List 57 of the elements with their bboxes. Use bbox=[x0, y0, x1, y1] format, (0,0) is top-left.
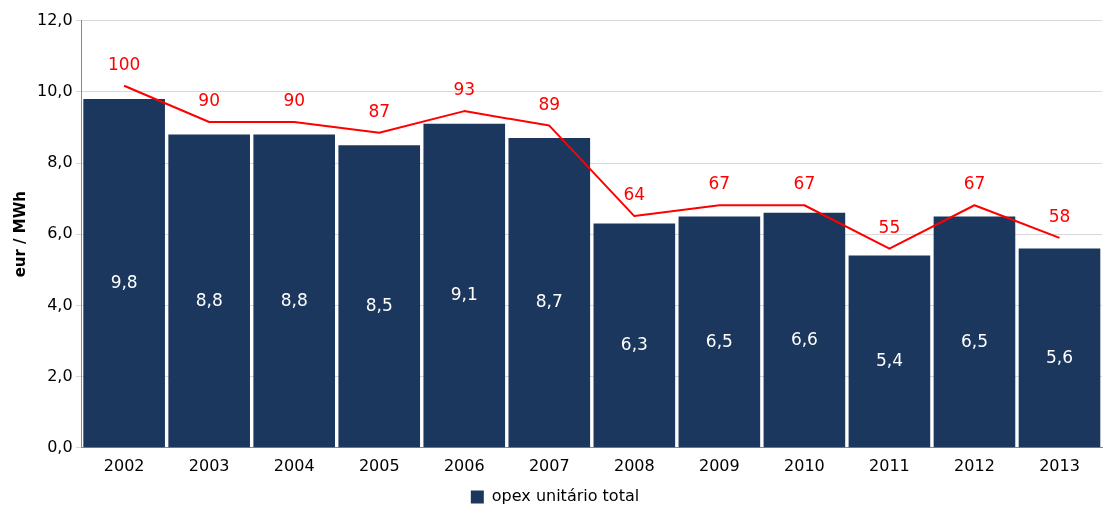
bar bbox=[593, 223, 676, 448]
bar bbox=[338, 145, 421, 448]
y-axis-title: eur / MWh bbox=[10, 191, 29, 278]
x-tick-label: 2013 bbox=[1039, 455, 1080, 475]
data-label: 55 bbox=[878, 216, 901, 237]
x-tick-label: 2002 bbox=[103, 455, 145, 475]
data-label: 8,8 bbox=[195, 289, 223, 310]
y-tick-label: 12,0 bbox=[37, 9, 73, 29]
data-label: 8,5 bbox=[365, 294, 393, 315]
y-tick-label: 6,0 bbox=[47, 223, 73, 243]
bar bbox=[848, 255, 931, 448]
bar bbox=[253, 134, 336, 448]
data-label: 100 bbox=[107, 53, 141, 74]
x-tick-label: 2004 bbox=[273, 455, 315, 475]
data-label: 9,8 bbox=[110, 271, 138, 292]
x-tick-label: 2005 bbox=[358, 455, 400, 475]
data-label: 6,6 bbox=[790, 328, 818, 349]
bar bbox=[678, 216, 761, 448]
x-tick-label: 2009 bbox=[699, 455, 740, 475]
y-tick-label: 4,0 bbox=[47, 294, 73, 314]
data-label: 6,5 bbox=[960, 330, 988, 351]
x-tick-label: 2008 bbox=[613, 455, 655, 475]
y-tick-label: 10,0 bbox=[37, 80, 73, 100]
data-label: 93 bbox=[453, 79, 476, 100]
data-label: 87 bbox=[368, 100, 391, 121]
data-label: 5,4 bbox=[875, 350, 903, 371]
bar bbox=[1018, 248, 1101, 448]
data-label: 90 bbox=[283, 89, 306, 110]
bar bbox=[763, 212, 846, 448]
x-tick-label: 2011 bbox=[869, 455, 910, 475]
data-label: 6,3 bbox=[620, 334, 648, 355]
legend-label: opex unitário total bbox=[491, 486, 640, 506]
bar bbox=[168, 134, 250, 448]
data-label: 9,1 bbox=[450, 284, 478, 305]
bar bbox=[933, 216, 1016, 448]
data-label: 5,6 bbox=[1045, 346, 1074, 367]
y-tick-label: 0,0 bbox=[47, 436, 73, 456]
x-tick-label: 2006 bbox=[443, 455, 485, 475]
data-label: 64 bbox=[623, 184, 646, 205]
data-label: 67 bbox=[793, 173, 816, 194]
bar bbox=[508, 138, 591, 448]
x-tick-label: 2003 bbox=[188, 455, 230, 475]
data-label: 89 bbox=[538, 93, 561, 114]
bar bbox=[83, 98, 165, 448]
data-label: 90 bbox=[198, 89, 220, 110]
data-label: 58 bbox=[1048, 205, 1071, 226]
x-tick-label: 2012 bbox=[954, 455, 995, 475]
x-tick-label: 2010 bbox=[784, 455, 825, 475]
bar bbox=[423, 123, 506, 448]
x-tick-label: 2007 bbox=[528, 455, 570, 475]
data-label: 6,5 bbox=[705, 330, 733, 351]
data-label: 67 bbox=[963, 173, 986, 194]
y-tick-label: 8,0 bbox=[47, 152, 73, 172]
data-label: 8,7 bbox=[535, 291, 563, 312]
data-label: 8,8 bbox=[280, 289, 308, 310]
data-label: 67 bbox=[708, 173, 731, 194]
y-tick-label: 2,0 bbox=[47, 365, 73, 385]
